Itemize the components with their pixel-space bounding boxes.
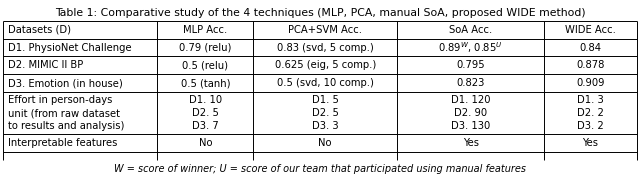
Text: Datasets (D): Datasets (D) [8, 25, 71, 35]
Text: D1. PhysioNet Challenge: D1. PhysioNet Challenge [8, 43, 132, 52]
Text: 0.5 (svd, 10 comp.): 0.5 (svd, 10 comp.) [276, 78, 374, 88]
Text: Effort in person-days
unit (from raw dataset
to results and analysis): Effort in person-days unit (from raw dat… [8, 95, 125, 131]
Text: Yes: Yes [463, 138, 479, 148]
Text: D1. 5
D2. 5
D3. 3: D1. 5 D2. 5 D3. 3 [312, 95, 339, 131]
Text: 0.823: 0.823 [456, 78, 485, 88]
Text: 0.5 (relu): 0.5 (relu) [182, 60, 228, 70]
Text: D2. MIMIC II BP: D2. MIMIC II BP [8, 60, 84, 70]
Text: 0.795: 0.795 [456, 60, 485, 70]
Text: MLP Acc.: MLP Acc. [183, 25, 227, 35]
Text: No: No [198, 138, 212, 148]
Text: D1. 3
D2. 2
D3. 2: D1. 3 D2. 2 D3. 2 [577, 95, 604, 131]
Text: D3. Emotion (in house): D3. Emotion (in house) [8, 78, 123, 88]
Text: 0.909: 0.909 [576, 78, 605, 88]
Text: 0.89$^W$, 0.85$^U$: 0.89$^W$, 0.85$^U$ [438, 40, 503, 55]
Text: W = score of winner; U = score of our team that participated using manual featur: W = score of winner; U = score of our te… [114, 164, 526, 174]
Text: 0.625 (eig, 5 comp.): 0.625 (eig, 5 comp.) [275, 60, 376, 70]
Text: PCA+SVM Acc.: PCA+SVM Acc. [288, 25, 362, 35]
Text: WIDE Acc.: WIDE Acc. [565, 25, 616, 35]
Text: SoA Acc.: SoA Acc. [449, 25, 492, 35]
Text: Table 1: Comparative study of the 4 techniques (MLP, PCA, manual SoA, proposed W: Table 1: Comparative study of the 4 tech… [54, 8, 586, 18]
Text: 0.5 (tanh): 0.5 (tanh) [180, 78, 230, 88]
Text: 0.79 (relu): 0.79 (relu) [179, 43, 232, 52]
Text: No: No [318, 138, 332, 148]
Text: D1. 10
D2. 5
D3. 7: D1. 10 D2. 5 D3. 7 [189, 95, 222, 131]
Text: D1. 120
D2. 90
D3. 130: D1. 120 D2. 90 D3. 130 [451, 95, 490, 131]
Text: 0.878: 0.878 [577, 60, 605, 70]
Text: 0.84: 0.84 [580, 43, 602, 52]
Text: 0.83 (svd, 5 comp.): 0.83 (svd, 5 comp.) [276, 43, 374, 52]
Text: Interpretable features: Interpretable features [8, 138, 118, 148]
Text: Yes: Yes [582, 138, 598, 148]
